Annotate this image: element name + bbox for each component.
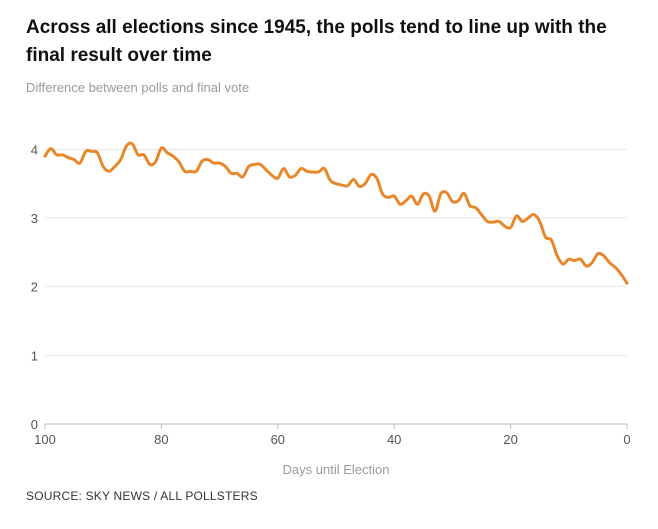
chart-subtitle: Difference between polls and final vote bbox=[26, 80, 250, 95]
series-layer bbox=[43, 141, 629, 285]
x-tick-label-80: 80 bbox=[154, 432, 168, 447]
x-tick-label-60: 60 bbox=[271, 432, 285, 447]
source-note: SOURCE: SKY NEWS / ALL POLLSTERS bbox=[26, 489, 258, 503]
line-chart: 0 1 2 3 4 100 80 60 40 20 0 Days until Election bbox=[31, 141, 631, 477]
x-axis-ticks: 100 80 60 40 20 0 bbox=[34, 424, 631, 447]
x-tick-label-40: 40 bbox=[387, 432, 401, 447]
series-line-0 bbox=[43, 141, 629, 285]
x-axis-title: Days until Election bbox=[283, 462, 390, 477]
y-axis-ticks: 0 1 2 3 4 bbox=[31, 142, 38, 432]
y-tick-label-1: 1 bbox=[31, 348, 38, 363]
x-tick-label-100: 100 bbox=[34, 432, 56, 447]
y-tick-label-3: 3 bbox=[31, 211, 38, 226]
y-tick-label-4: 4 bbox=[31, 142, 38, 157]
y-tick-label-2: 2 bbox=[31, 280, 38, 295]
x-tick-label-0: 0 bbox=[623, 432, 630, 447]
chart-title: Across all elections since 1945, the pol… bbox=[26, 17, 607, 66]
y-tick-label-0: 0 bbox=[31, 417, 38, 432]
grid-lines bbox=[45, 148, 627, 356]
x-tick-label-20: 20 bbox=[503, 432, 517, 447]
